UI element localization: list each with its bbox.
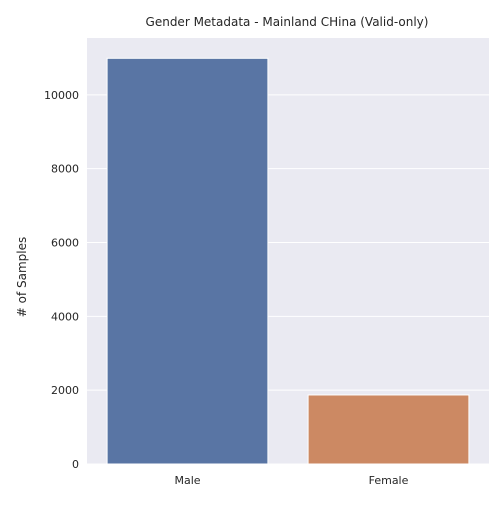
chart-title: Gender Metadata - Mainland CHina (Valid-… [146,15,429,29]
y-axis-label: # of Samples [15,237,29,318]
y-tick-label: 2000 [51,384,79,397]
y-tick-label: 6000 [51,237,79,250]
y-tick-label: 10000 [44,89,79,102]
y-tick-label: 4000 [51,310,79,323]
bars [106,57,470,465]
y-tick-label: 0 [72,458,79,471]
bar-female [307,394,470,465]
y-axis-ticks: 0 2000 4000 6000 8000 10000 [44,89,79,471]
x-tick-label: Male [174,474,200,487]
y-tick-label: 8000 [51,163,79,176]
bar-male [106,57,269,465]
x-tick-label: Female [369,474,409,487]
x-axis-ticks: Male Female [174,474,408,487]
